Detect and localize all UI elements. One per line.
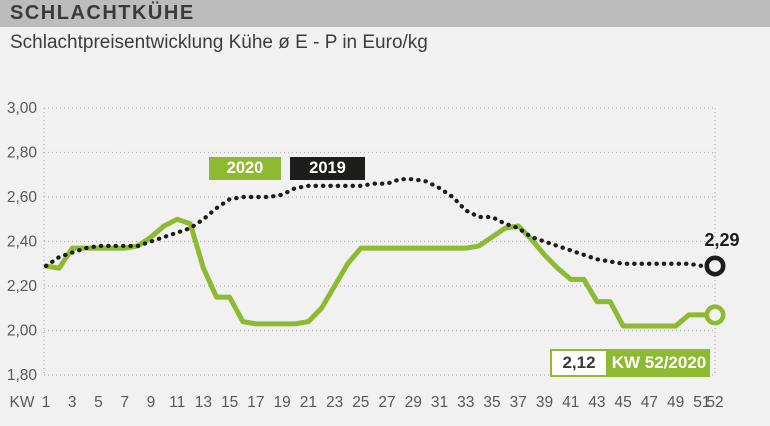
x-tick-label: 25 xyxy=(352,394,369,411)
chart-subtitle: Schlachtpreisentwicklung Kühe ø E - P in… xyxy=(10,32,428,53)
x-tick-label: 52 xyxy=(706,394,723,411)
y-tick-label: 2,40 xyxy=(7,234,38,251)
page-title: SCHLACHTKÜHE xyxy=(10,2,195,24)
x-tick-label: 35 xyxy=(483,394,500,411)
y-tick-label: 1,80 xyxy=(7,367,38,384)
x-tick-label: 3 xyxy=(68,394,77,411)
current-week-badge: 2,12 KW 52/2020 xyxy=(550,349,710,377)
badge-value: 2,12 xyxy=(550,349,608,377)
x-tick-label: 9 xyxy=(147,394,156,411)
x-tick-label: 43 xyxy=(588,394,605,411)
legend-label-2020: 2020 xyxy=(226,159,264,177)
y-tick-label: 2,80 xyxy=(7,145,38,162)
x-tick-label: 33 xyxy=(457,394,474,411)
badge-week-label: KW 52/2020 xyxy=(608,349,710,377)
x-tick-label: 19 xyxy=(273,394,290,411)
x-tick-label: 39 xyxy=(536,394,553,411)
x-tick-label: 41 xyxy=(562,394,579,411)
end-marker-2020 xyxy=(704,304,726,326)
legend-item-2019: 2019 xyxy=(290,157,365,180)
header-bar: SCHLACHTKÜHE xyxy=(0,0,770,27)
end-value-label-2019: 2,29 xyxy=(704,230,740,250)
x-tick-label: 31 xyxy=(431,394,448,411)
x-tick-label: 23 xyxy=(326,394,343,411)
x-axis-unit-label: KW xyxy=(10,394,35,411)
x-tick-label: 13 xyxy=(195,394,212,411)
x-tick-label: 11 xyxy=(169,394,185,411)
end-marker-2019 xyxy=(704,255,726,277)
x-tick-label: 17 xyxy=(247,394,264,411)
y-tick-label: 2,60 xyxy=(7,189,38,206)
series-line-2020 xyxy=(43,216,718,329)
y-tick-label: 2,00 xyxy=(7,323,38,340)
x-tick-label: 51 xyxy=(693,394,710,411)
x-tick-label: 37 xyxy=(510,394,527,411)
x-tick-label: 29 xyxy=(405,394,422,411)
x-tick-label: 7 xyxy=(120,394,129,411)
legend-item-2020: 2020 xyxy=(209,157,281,180)
legend-label-2019: 2019 xyxy=(309,159,346,177)
series-line-2019 xyxy=(43,177,718,269)
x-tick-label: 15 xyxy=(221,394,238,411)
x-tick-label: 49 xyxy=(667,394,684,411)
x-tick-label: 5 xyxy=(94,394,103,411)
x-tick-label: 1 xyxy=(42,394,51,411)
x-tick-label: 45 xyxy=(615,394,632,411)
x-tick-label: 21 xyxy=(300,394,317,411)
y-tick-label: 2,20 xyxy=(7,278,38,295)
x-tick-label: 27 xyxy=(378,394,395,411)
x-tick-label: 47 xyxy=(641,394,658,411)
y-tick-label: 3,00 xyxy=(7,100,38,117)
